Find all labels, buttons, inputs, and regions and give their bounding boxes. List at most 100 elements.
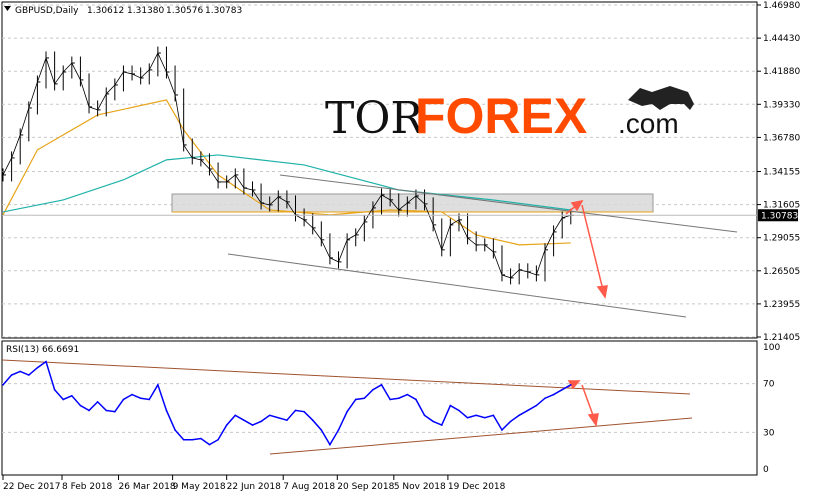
rsi-point <box>208 443 211 446</box>
rsi-point <box>346 410 348 413</box>
date-tick-label: 22 Dec 2017 <box>3 482 61 492</box>
price-tick-label: 1.46980 <box>763 1 800 11</box>
rsi-point <box>131 393 133 396</box>
rsi-point <box>337 429 340 431</box>
rsi-point <box>234 414 237 417</box>
rsi-point <box>372 388 374 391</box>
channel-upper-line <box>279 174 738 233</box>
rsi-title: RSI(13) 66.6691 <box>6 345 79 355</box>
rsi-point <box>501 429 503 431</box>
date-tick-label: 5 Nov 2018 <box>394 482 446 492</box>
rsi-point <box>105 409 108 412</box>
rsi-point <box>62 398 65 401</box>
rsi-point <box>277 416 280 419</box>
price-tick-label: 1.36780 <box>763 133 800 143</box>
rsi-point <box>475 414 477 417</box>
rsi-point <box>53 388 56 391</box>
rsi-point <box>286 419 288 422</box>
rsi-point <box>217 438 219 441</box>
rsi-point <box>423 414 426 417</box>
bull-icon <box>628 86 694 110</box>
rsi-trendline-lower <box>269 417 693 455</box>
rsi-point <box>320 429 323 431</box>
rsi-point <box>440 424 443 426</box>
rsi-point <box>36 366 39 369</box>
rsi-point <box>449 404 452 407</box>
logo-com: .com <box>618 108 679 139</box>
price-tick-label: 1.44430 <box>763 34 800 44</box>
price-line <box>2 52 571 279</box>
rsi-point <box>552 393 555 396</box>
price-tick-label: 1.26505 <box>763 267 800 277</box>
current-price-box <box>758 209 798 222</box>
rsi-point <box>10 374 13 376</box>
rsi-point <box>225 424 228 426</box>
rsi-point <box>165 409 168 412</box>
rsi-point <box>311 419 314 422</box>
rsi-point <box>535 404 538 407</box>
rsi-point <box>122 398 125 401</box>
logo-forex: FOREX <box>415 88 587 144</box>
rsi-point <box>243 419 245 422</box>
channel-lower-line <box>227 253 687 318</box>
price-tick-label: 1.23955 <box>763 300 800 310</box>
rsi-point <box>45 360 47 363</box>
rsi-point <box>432 420 434 423</box>
rsi-tick-label: 0 <box>763 465 769 475</box>
rsi-point <box>483 416 486 419</box>
date-tick-label: 22 Jun 2018 <box>227 482 281 492</box>
date-tick-label: 19 Dec 2018 <box>448 482 506 492</box>
rsi-point <box>200 437 202 440</box>
rsi-point <box>182 438 185 441</box>
rsi-point <box>303 410 305 413</box>
rsi-point <box>88 409 90 412</box>
logo-tor: TOR <box>325 93 425 144</box>
rsi-point <box>397 397 400 400</box>
rsi-point <box>28 374 30 376</box>
rsi-point <box>492 414 495 417</box>
price-tick-label: 1.21405 <box>763 333 800 343</box>
high-value: 1.31380 <box>127 6 164 16</box>
symbol-label: GBPUSD,Daily <box>15 6 79 16</box>
rsi-point <box>71 395 73 397</box>
date-tick-label: 8 Feb 2018 <box>62 482 113 492</box>
rsi-point <box>139 397 142 400</box>
date-tick-label: 26 Mar 2018 <box>119 482 176 492</box>
rsi-point <box>380 384 383 386</box>
rsi-point <box>2 384 4 386</box>
rsi-point <box>96 401 99 403</box>
close-value: 1.30783 <box>205 6 242 16</box>
date-tick-label: 7 Aug 2018 <box>283 482 335 492</box>
price-panel <box>1 1 758 339</box>
price-tick-label: 1.34155 <box>763 167 800 177</box>
rsi-point <box>191 438 194 441</box>
rsi-point <box>561 388 563 391</box>
rsi-point <box>354 398 357 401</box>
rsi-point <box>174 429 176 431</box>
rsi-panel <box>1 340 758 476</box>
rsi-point <box>466 416 469 419</box>
rsi-point <box>569 384 572 386</box>
rsi-point <box>114 410 116 413</box>
moving-average-slow <box>2 154 571 213</box>
price-tick-label: 1.31605 <box>763 201 800 211</box>
rsi-point <box>406 393 409 396</box>
price-tick-label: 1.29055 <box>763 234 800 244</box>
rsi-point <box>268 414 271 417</box>
rsi-point <box>157 384 159 386</box>
rsi-point <box>363 397 366 400</box>
open-value: 1.30612 <box>87 6 124 16</box>
rsi-point <box>148 398 151 401</box>
rsi-point <box>19 370 22 373</box>
current-price-label: 1.30783 <box>761 211 798 221</box>
forecast-arrow-price <box>565 199 608 299</box>
rsi-trendline-upper <box>1 359 691 395</box>
rsi-point <box>294 409 297 412</box>
price-tick-label: 1.39330 <box>763 100 800 110</box>
dropdown-triangle-icon[interactable] <box>4 6 11 11</box>
rsi-point <box>415 398 417 401</box>
rsi-point <box>251 424 254 426</box>
rsi-tick-label: 30 <box>763 428 775 438</box>
rsi-point <box>526 409 529 412</box>
